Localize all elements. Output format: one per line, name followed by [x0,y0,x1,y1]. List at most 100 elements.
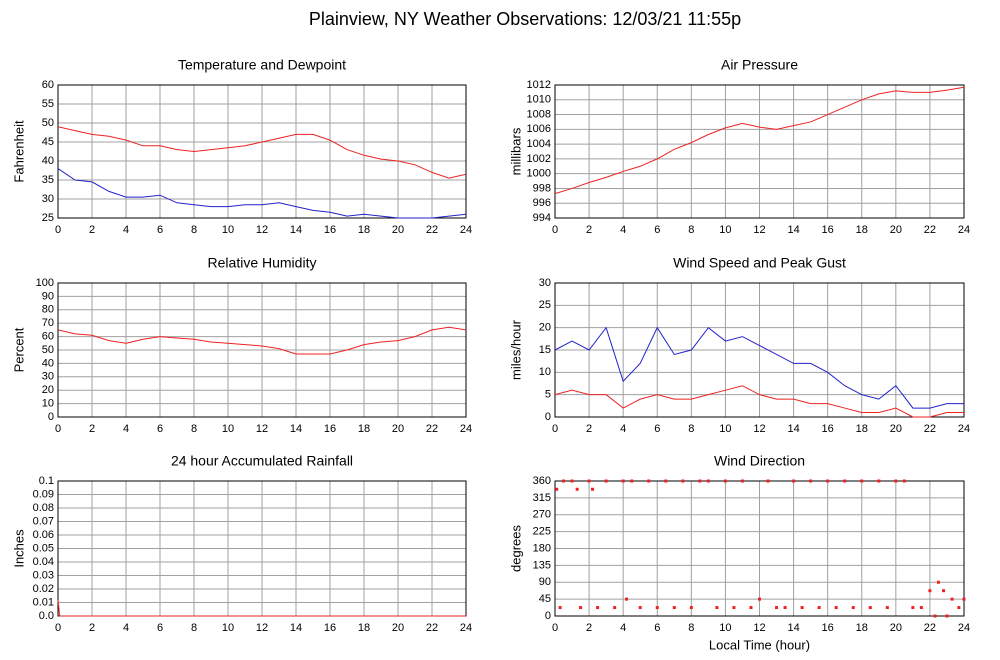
x-tick-label: 16 [822,622,834,634]
data-point [579,606,583,610]
data-point [877,479,881,483]
data-point [783,606,787,610]
data-point [843,479,847,483]
y-tick-label: 40 [42,155,54,167]
y-tick-label: 5 [545,389,551,401]
x-tick-label: 24 [460,622,472,634]
y-tick-label: 30 [42,371,54,383]
y-tick-label: 90 [42,290,54,302]
y-tick-label: 45 [42,136,54,148]
y-tick-label: 270 [533,509,551,521]
x-tick-label: 4 [123,622,129,634]
y-tick-label: 90 [539,576,551,588]
x-tick-label: 10 [719,423,731,435]
y-axis-label: Inches [11,529,26,568]
data-point [860,479,864,483]
y-tick-label: 0 [545,411,551,423]
y-tick-label: 0.01 [33,596,54,608]
x-tick-label: 22 [426,224,438,236]
x-tick-label: 18 [358,423,370,435]
data-point [945,614,949,618]
x-tick-label: 10 [719,622,731,634]
chart-title: Wind Speed and Peak Gust [673,255,846,271]
data-point [613,606,617,610]
y-tick-label: 25 [42,212,54,224]
x-tick-label: 18 [856,423,868,435]
x-tick-label: 18 [358,224,370,236]
x-tick-label: 18 [856,622,868,634]
x-tick-label: 24 [460,224,472,236]
y-tick-label: 0.04 [33,556,54,568]
data-point [933,614,937,618]
data-point [689,606,693,610]
plot-frame [57,282,467,418]
x-tick-label: 12 [256,224,268,236]
y-tick-label: 225 [533,526,551,538]
x-tick-label: 4 [620,622,626,634]
x-tick-label: 6 [157,423,163,435]
x-tick-label: 20 [890,224,902,236]
chart-title: Air Pressure [721,57,798,73]
y-tick-label: 360 [533,475,551,487]
x-tick-label: 14 [787,224,799,236]
data-point [570,479,574,483]
y-tick-label: 1008 [527,108,551,120]
data-point [664,479,668,483]
data-point [911,606,915,610]
y-tick-label: 40 [42,357,54,369]
chart-panel: 24 hour Accumulated Rainfall Inches 0.0 0.0… [11,453,472,634]
y-tick-label: 100 [36,277,54,289]
y-tick-label: 35 [42,174,54,186]
chart-panel: Wind Speed and Peak Gust miles/hour 0 5 10 15… [508,255,970,435]
y-tick-label: 0.06 [33,529,54,541]
x-tick-label: 8 [688,224,694,236]
data-point [894,479,898,483]
data-point [555,487,559,491]
x-tick-label: 14 [290,622,302,634]
data-point [902,479,906,483]
data-point [706,479,710,483]
x-tick-label: 24 [460,423,472,435]
page-title: Plainview, NY Weather Observations: 12/0… [309,9,741,29]
x-tick-label: 24 [958,622,970,634]
data-line [57,599,466,617]
x-tick-label: 12 [753,423,765,435]
y-tick-label: 30 [539,277,551,289]
y-tick-label: 25 [539,299,551,311]
x-tick-label: 10 [222,423,234,435]
chart-title: Relative Humidity [208,255,317,271]
y-tick-label: 45 [539,593,551,605]
data-point [942,589,946,593]
y-tick-label: 15 [539,344,551,356]
data-point [681,479,685,483]
chart-title: 24 hour Accumulated Rainfall [171,453,353,469]
y-tick-label: 0.08 [33,502,54,514]
chart-title: Wind Direction [714,453,805,469]
y-tick-label: 50 [42,344,54,356]
y-tick-label: 1002 [527,153,551,165]
x-tick-label: 10 [719,224,731,236]
chart-panel: Temperature and Dewpoint Fahrenheit 25 30 35… [11,57,472,236]
x-tick-label: 0 [552,622,558,634]
x-tick-label: 0 [55,224,61,236]
y-tick-label: 0.03 [33,569,54,581]
x-tick-label: 22 [426,423,438,435]
y-tick-label: 1006 [527,123,551,135]
data-point [885,606,889,610]
data-line [554,86,965,195]
y-tick-label: 10 [42,398,54,410]
y-tick-label: 0.02 [33,583,54,595]
data-point [919,606,923,610]
x-tick-label: 20 [392,622,404,634]
y-axis-label: Percent [11,327,26,372]
x-tick-label: 14 [290,224,302,236]
y-tick-label: 996 [533,197,551,209]
y-axis-label: degrees [508,525,523,572]
data-point [587,479,591,483]
x-tick-label: 6 [157,224,163,236]
x-tick-label: 22 [426,622,438,634]
x-tick-label: 12 [256,622,268,634]
y-tick-label: 1012 [527,79,551,91]
